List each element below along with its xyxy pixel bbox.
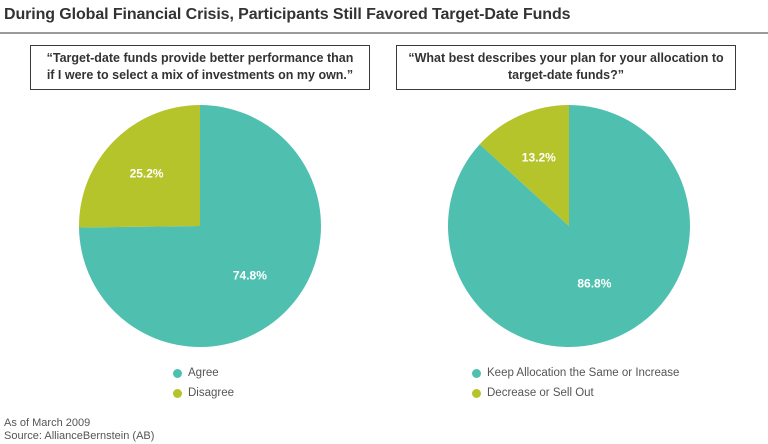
legend-swatch-disagree: [173, 388, 182, 398]
footnote-date: As of March 2009: [4, 417, 91, 429]
pie-data-label-disagree: 25.2%: [130, 166, 164, 180]
right-chart-question: “What best describes your plan for your …: [396, 45, 736, 90]
legend-item-decrease-or-sell: Decrease or Sell Out: [472, 383, 679, 403]
legend-swatch-agree: [173, 368, 182, 378]
right-question-line-2: target-date funds?”: [508, 68, 624, 82]
footnote-source: Source: AllianceBernstein (AB): [4, 430, 155, 442]
legend-swatch-decrease-or-sell: [472, 388, 481, 398]
left-question-line-1: “Target-date funds provide better perfor…: [46, 51, 354, 65]
legend-label-agree: Agree: [188, 367, 219, 379]
left-legend: Agree Disagree: [173, 363, 234, 403]
title-divider: [0, 32, 768, 34]
left-chart-question: “Target-date funds provide better perfor…: [30, 45, 370, 90]
legend-item-disagree: Disagree: [173, 383, 234, 403]
pie-slice-disagree: [79, 105, 200, 228]
left-question-line-2: if I were to select a mix of investments…: [46, 68, 354, 82]
pie-data-label-decrease-or-sell-out: 13.2%: [522, 150, 556, 164]
legend-item-agree: Agree: [173, 363, 234, 383]
pie-data-label-keep-allocation-the-same-or-increase: 86.8%: [577, 277, 611, 291]
legend-item-keep-or-increase: Keep Allocation the Same or Increase: [472, 363, 679, 383]
legend-label-decrease-or-sell: Decrease or Sell Out: [487, 387, 594, 399]
pie-data-label-agree: 74.8%: [233, 268, 267, 282]
legend-swatch-keep-or-increase: [472, 368, 481, 378]
left-pie-chart: 74.8% 25.2%: [79, 105, 322, 347]
pie-slice-keep-allocation-the-same-or-increase: [447, 105, 690, 348]
right-pie-chart: 86.8% 13.2%: [447, 105, 690, 348]
pie-slice-agree: [79, 105, 322, 347]
legend-label-disagree: Disagree: [188, 387, 235, 399]
legend-label-keep-or-increase: Keep Allocation the Same or Increase: [487, 367, 680, 379]
right-question-line-1: “What best describes your plan for your …: [408, 51, 724, 65]
pie-slice-decrease-or-sell-out: [479, 105, 569, 226]
right-legend: Keep Allocation the Same or Increase Dec…: [472, 363, 679, 403]
chart-title: During Global Financial Crisis, Particip…: [4, 6, 571, 23]
